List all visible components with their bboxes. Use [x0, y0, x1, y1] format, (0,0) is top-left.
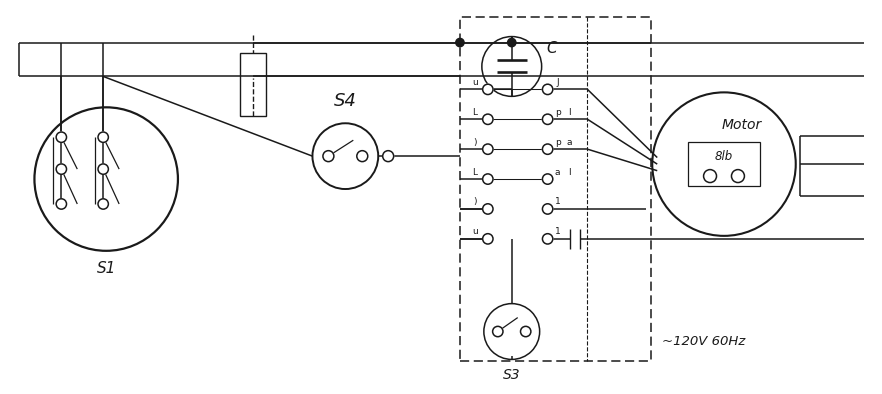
- Text: S1: S1: [96, 261, 116, 276]
- Circle shape: [482, 174, 493, 184]
- Circle shape: [542, 144, 553, 154]
- Text: ~120V 60Hz: ~120V 60Hz: [662, 335, 746, 348]
- Circle shape: [383, 151, 393, 162]
- Circle shape: [542, 114, 553, 125]
- Text: 8lb: 8lb: [715, 150, 733, 163]
- Text: p: p: [555, 138, 560, 147]
- Circle shape: [493, 326, 503, 337]
- Text: ): ): [473, 197, 476, 206]
- Circle shape: [98, 164, 108, 174]
- Text: a: a: [567, 138, 572, 147]
- Bar: [460, 17, 651, 361]
- Circle shape: [542, 84, 553, 95]
- Circle shape: [542, 204, 553, 214]
- Text: 1: 1: [555, 197, 560, 206]
- Circle shape: [482, 114, 493, 125]
- Text: p: p: [555, 108, 560, 117]
- Circle shape: [357, 151, 368, 162]
- Circle shape: [323, 151, 334, 162]
- Circle shape: [482, 84, 493, 95]
- Circle shape: [56, 164, 66, 174]
- Bar: [688, 142, 760, 186]
- Circle shape: [542, 234, 553, 244]
- Text: J: J: [557, 78, 559, 87]
- Text: l: l: [568, 167, 571, 177]
- Text: 1: 1: [555, 227, 560, 236]
- Text: ): ): [473, 138, 476, 147]
- Circle shape: [507, 38, 516, 47]
- Text: a: a: [555, 167, 560, 177]
- Text: L: L: [473, 108, 477, 117]
- Circle shape: [56, 132, 66, 142]
- Circle shape: [482, 234, 493, 244]
- Circle shape: [456, 38, 464, 47]
- Circle shape: [542, 174, 553, 184]
- Text: u: u: [472, 78, 478, 87]
- Text: u: u: [472, 227, 478, 236]
- Circle shape: [98, 132, 108, 142]
- Text: C: C: [546, 41, 557, 56]
- Circle shape: [520, 326, 531, 337]
- Text: S4: S4: [334, 92, 357, 110]
- Circle shape: [704, 169, 716, 182]
- Bar: [240, 52, 265, 116]
- Circle shape: [482, 204, 493, 214]
- Text: l: l: [568, 108, 571, 117]
- Text: L: L: [473, 167, 477, 177]
- Text: S3: S3: [503, 368, 520, 382]
- Circle shape: [482, 144, 493, 154]
- Circle shape: [56, 199, 66, 209]
- Text: Motor: Motor: [721, 118, 762, 132]
- Circle shape: [731, 169, 744, 182]
- Circle shape: [98, 199, 108, 209]
